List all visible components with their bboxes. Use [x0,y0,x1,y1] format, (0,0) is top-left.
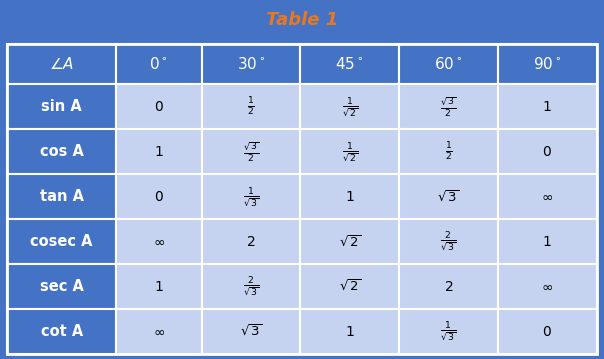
Bar [498,309,597,354]
Bar [7,264,116,309]
Text: Table 1: Table 1 [266,11,338,29]
Text: $\sqrt{2}$: $\sqrt{2}$ [339,234,361,249]
Text: $\infty$: $\infty$ [153,325,165,339]
Bar [7,129,116,174]
Text: $\frac{2}{\sqrt{3}}$: $\frac{2}{\sqrt{3}}$ [440,230,457,253]
Bar [498,219,597,264]
Text: $\frac{\sqrt{3}}{2}$: $\frac{\sqrt{3}}{2}$ [440,95,457,118]
Bar [202,264,300,309]
Text: $2$: $2$ [246,235,255,249]
Text: $1$: $1$ [542,235,552,249]
Text: cot A: cot A [40,324,83,339]
Bar [300,84,399,129]
Bar [202,84,300,129]
Text: cos A: cos A [40,144,83,159]
Text: $0$: $0$ [542,325,552,339]
Bar [300,309,399,354]
Bar [300,129,399,174]
Bar [399,309,498,354]
Text: $1$: $1$ [345,190,355,204]
Text: $\frac{\sqrt{3}}{2}$: $\frac{\sqrt{3}}{2}$ [243,140,259,163]
Text: sec A: sec A [40,279,83,294]
Bar [7,174,116,219]
Text: $\angle A$: $\angle A$ [49,56,74,72]
Text: $\infty$: $\infty$ [153,235,165,249]
Text: $0$: $0$ [154,190,164,204]
Bar [7,44,597,354]
Text: cosec A: cosec A [30,234,93,249]
Text: $1$: $1$ [154,145,164,159]
Bar [202,219,300,264]
Bar [399,129,498,174]
Bar [202,44,300,84]
Bar [399,219,498,264]
Text: $\frac{2}{\sqrt{3}}$: $\frac{2}{\sqrt{3}}$ [243,275,259,298]
Text: $0^\circ$: $0^\circ$ [149,56,169,72]
Bar [116,129,202,174]
Bar [399,84,498,129]
Bar [498,129,597,174]
Bar [202,174,300,219]
Bar [300,174,399,219]
Text: sin A: sin A [41,99,82,115]
Bar [202,129,300,174]
Bar [116,219,202,264]
Bar [116,174,202,219]
Text: $90^\circ$: $90^\circ$ [533,56,562,72]
Text: $\infty$: $\infty$ [541,280,553,294]
Text: $2$: $2$ [444,280,453,294]
Text: $\frac{1}{\sqrt{3}}$: $\frac{1}{\sqrt{3}}$ [440,320,457,343]
Bar [300,264,399,309]
Text: $30^\circ$: $30^\circ$ [237,56,265,72]
Bar [116,309,202,354]
Bar [498,264,597,309]
Text: tan A: tan A [40,189,84,204]
Bar [116,44,202,84]
Bar [498,84,597,129]
Text: $\frac{1}{\sqrt{3}}$: $\frac{1}{\sqrt{3}}$ [243,185,259,209]
Text: $1$: $1$ [154,280,164,294]
Text: $\sqrt{3}$: $\sqrt{3}$ [240,324,262,339]
Bar [498,44,597,84]
Bar [399,264,498,309]
Text: $\frac{1}{\sqrt{2}}$: $\frac{1}{\sqrt{2}}$ [342,140,358,164]
Text: $\frac{1}{2}$: $\frac{1}{2}$ [445,141,452,163]
Text: $1$: $1$ [542,100,552,114]
Text: $\infty$: $\infty$ [541,190,553,204]
Text: $1$: $1$ [345,325,355,339]
Bar [498,174,597,219]
Text: $\sqrt{2}$: $\sqrt{2}$ [339,279,361,294]
Text: $0$: $0$ [542,145,552,159]
Text: $60^\circ$: $60^\circ$ [434,56,463,72]
Bar [300,44,399,84]
Text: $\frac{1}{\sqrt{2}}$: $\frac{1}{\sqrt{2}}$ [342,95,358,118]
Bar [399,44,498,84]
Bar [7,219,116,264]
Bar [7,44,116,84]
Bar [300,219,399,264]
Text: $\sqrt{3}$: $\sqrt{3}$ [437,189,460,204]
Bar [399,174,498,219]
Text: $0$: $0$ [154,100,164,114]
Text: $\frac{1}{2}$: $\frac{1}{2}$ [247,96,255,118]
Bar [7,84,116,129]
Bar [7,309,116,354]
Bar [116,84,202,129]
Bar [116,264,202,309]
Bar [202,309,300,354]
Text: $45^\circ$: $45^\circ$ [335,56,364,72]
